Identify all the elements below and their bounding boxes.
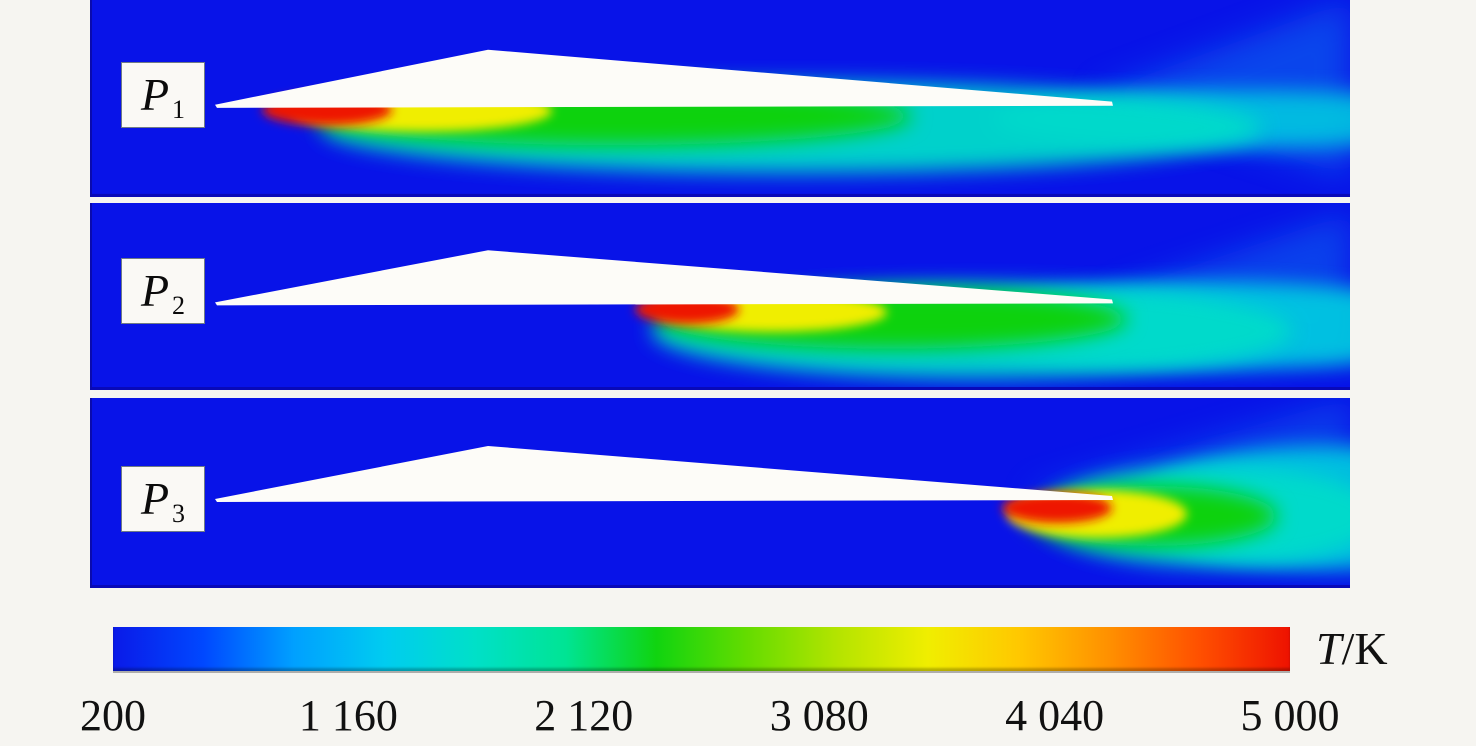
colorbar-gradient xyxy=(113,627,1290,671)
exhaust-plume-rear xyxy=(1002,398,1350,570)
panel-label-subscript: 1 xyxy=(172,95,186,124)
panel-bottom-edge xyxy=(92,387,1350,390)
colorbar-tick-1160: 1 160 xyxy=(298,691,398,740)
plume-core-red xyxy=(1002,493,1112,523)
panel-label-base: P xyxy=(140,69,170,120)
vehicle-body xyxy=(215,250,1113,306)
panel-bottom-edge xyxy=(92,193,1350,197)
unit-symbol: T xyxy=(1316,623,1342,674)
unit-suffix: /K xyxy=(1341,623,1388,674)
colorbar-tick-5000: 5 000 xyxy=(1240,691,1340,740)
colorbar-unit-label: T/K xyxy=(1316,622,1388,675)
panel-label-subscript: 2 xyxy=(172,291,186,320)
vehicle-body xyxy=(215,446,1113,502)
panel-label-base: P xyxy=(140,265,170,316)
vehicle-body xyxy=(215,49,1113,108)
flow-field-svg-2 xyxy=(92,203,1350,390)
panel-bottom-edge xyxy=(92,585,1350,588)
exhaust-plume-mid xyxy=(635,212,1350,379)
panel-label-subscript: 3 xyxy=(172,499,186,528)
flow-field-svg-3 xyxy=(92,398,1350,588)
colorbar-tick-2120: 2 120 xyxy=(534,691,634,740)
colorbar-tick-200: 200 xyxy=(80,691,146,740)
colorbar-tick-4040: 4 040 xyxy=(1005,691,1105,740)
colorbar-tick-row: 200 1 160 2 120 3 080 4 040 5 000 xyxy=(80,690,1340,746)
panel-label-base: P xyxy=(140,473,170,524)
flow-field-svg-1 xyxy=(92,0,1350,197)
colorbar-tick-3080: 3 080 xyxy=(769,691,869,740)
